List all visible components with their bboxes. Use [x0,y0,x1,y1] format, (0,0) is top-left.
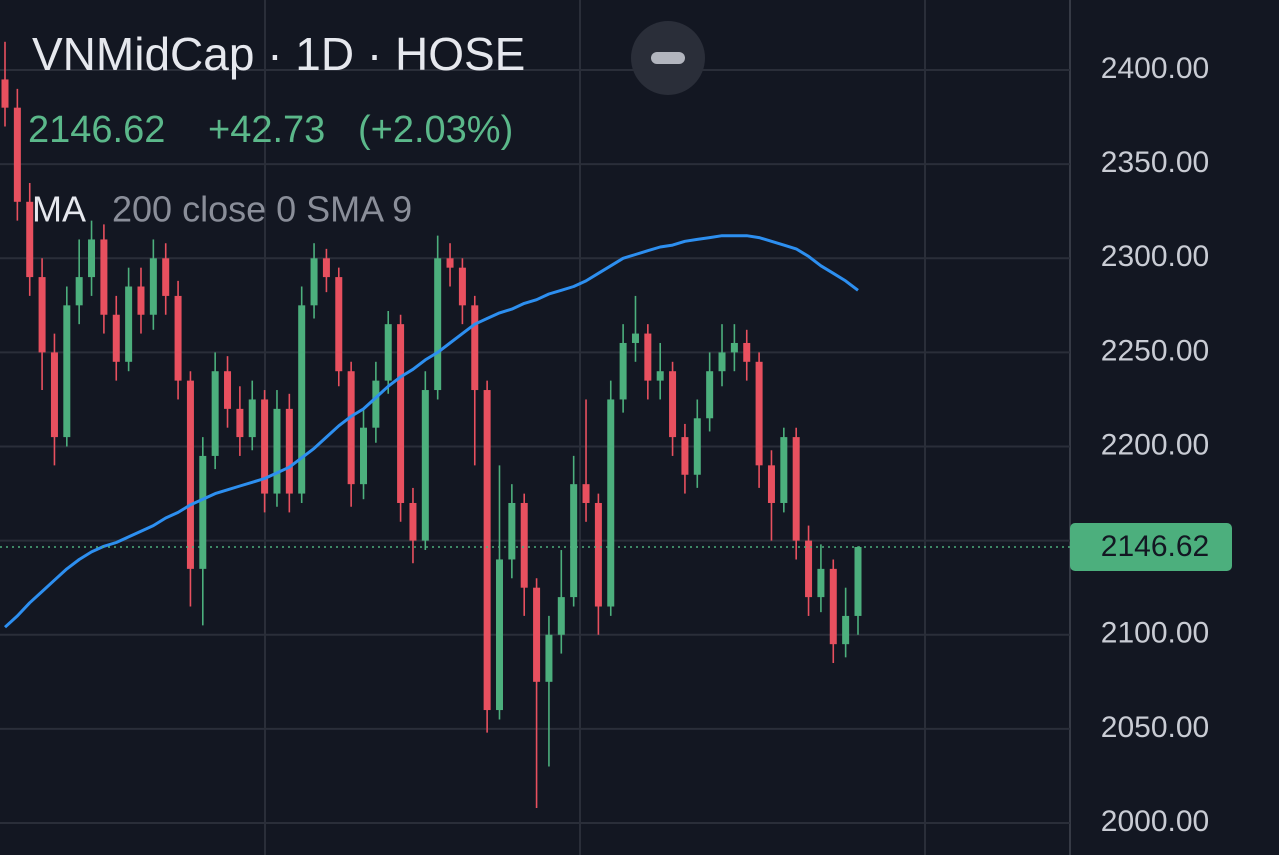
candle-body [1,79,9,108]
y-tick-label: 2300.00 [1101,240,1209,273]
candle-body [656,371,664,381]
candle-body [495,559,503,711]
candle-body [211,371,219,456]
plot [0,41,1070,808]
candle-body [570,484,578,598]
price-axis: 2000.002050.002100.002150.002200.002250.… [1070,52,1232,838]
candle-body [50,352,58,438]
candle-body [755,361,763,466]
last-price: 2146.62 [28,109,165,151]
candle-body [854,546,862,616]
moving-average-line [3,234,859,629]
candle-body [434,258,442,391]
candle-body [706,371,714,419]
candle-body [681,437,689,475]
candle-body [397,324,405,503]
candle-body [471,305,479,391]
y-tick-label: 2100.00 [1101,617,1209,650]
candle-body [743,342,751,362]
last-price-label: 2146.62 [1101,530,1209,563]
candle-body [533,587,541,682]
header: VNMidCap · 1D · HOSE 2146.62 +42.73 (+2.… [28,21,705,230]
candle-body [446,258,454,268]
y-tick-label: 2050.00 [1101,711,1209,744]
candle-body [644,333,652,381]
y-tick-label: 2400.00 [1101,52,1209,85]
candle-body [792,437,800,541]
candle-body [298,305,306,494]
candle-body [137,286,145,315]
candle-body [421,390,429,541]
candle-body [520,502,528,588]
candle-body [186,380,194,569]
collapse-icon [651,52,685,64]
candle-body [483,390,491,711]
y-tick-label: 2000.00 [1101,805,1209,838]
candle-body [780,437,788,503]
candle-body [384,324,392,381]
candle-body [817,568,825,598]
candle-body [162,258,170,296]
candle-body [75,277,83,306]
candle-body [360,427,368,485]
change-percent: (+2.03%) [358,109,513,151]
candle-body [669,371,677,438]
candle-body [594,502,602,607]
candle-body [557,597,565,635]
candle-body [285,408,293,494]
candle-body [100,239,108,315]
candle-body [199,455,207,569]
candle-body [63,305,71,438]
indicator-name: MA [32,189,86,230]
candle-body [13,107,21,202]
candle-body [310,258,318,306]
candle-body [224,371,232,409]
indicator-params: 200 close 0 SMA 9 [112,189,412,230]
candle-body [458,267,466,306]
candle-body [248,399,256,438]
candle-body [508,502,516,560]
y-tick-label: 2250.00 [1101,334,1209,367]
candle-body [631,333,639,343]
y-tick-label: 2200.00 [1101,428,1209,461]
candle-body [38,277,46,353]
chart-title: VNMidCap · 1D · HOSE [32,28,525,80]
change: +42.73 [208,109,325,151]
grid [0,0,1071,855]
candle-body [545,634,553,682]
candle-body [619,342,627,400]
last-price-badge [1070,522,1232,571]
candle-body [261,399,269,494]
candle-body [693,418,701,475]
candle-body [335,277,343,372]
candle-body [347,371,355,485]
candle-body [829,568,837,645]
candle-body [112,314,120,362]
candle-body [125,286,133,362]
candle-body [805,540,813,598]
candle-body [372,380,380,428]
candle-body [273,408,281,494]
candle-body [88,239,96,278]
candle-body [767,465,775,503]
candle-body [730,342,738,353]
candle-body [322,258,330,278]
y-tick-label: 2350.00 [1101,146,1209,179]
candle-body [409,502,417,541]
candle-body [582,484,590,503]
candle-body [607,399,615,607]
candle-body [236,408,244,438]
candle-body [718,352,726,372]
candle-body [26,201,34,278]
candle-body [842,615,850,645]
candle-body [149,258,157,315]
candle-body [174,295,182,381]
